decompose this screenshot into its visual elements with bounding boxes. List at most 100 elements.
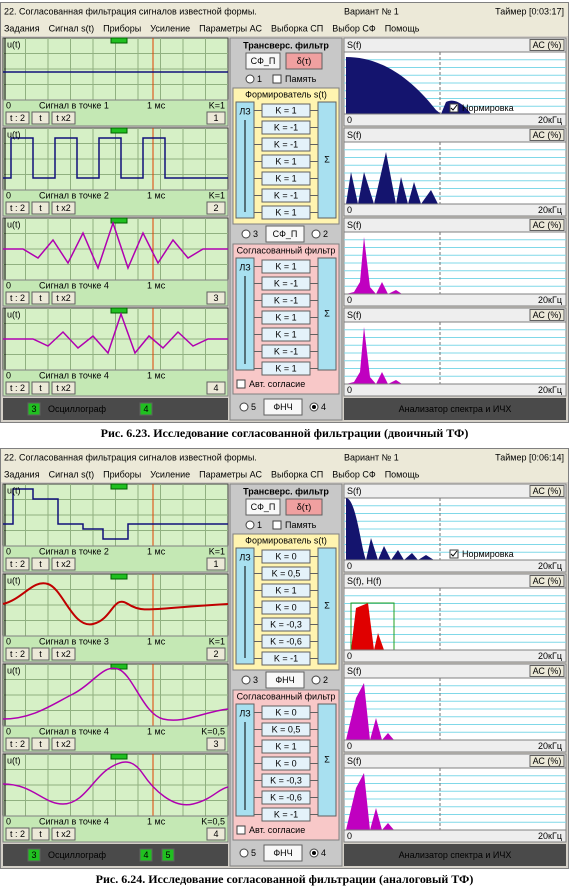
osc-channel[interactable] [161,848,175,862]
gain-button[interactable] [261,790,311,805]
gain-button[interactable] [261,259,311,274]
menu-item[interactable]: Задания [4,469,40,479]
time-button[interactable] [51,201,76,215]
radio[interactable] [311,229,321,239]
gain-button[interactable] [261,154,311,169]
gain-button[interactable] [261,583,311,598]
sf-button[interactable] [245,498,281,516]
sf-button[interactable] [245,52,281,70]
time-button[interactable] [31,291,50,305]
menu-item[interactable]: Параметры АС [199,469,262,479]
gain-button[interactable] [261,756,311,771]
time-button[interactable] [31,381,50,395]
radio[interactable] [241,229,251,239]
checkbox[interactable] [272,520,282,530]
gain-button[interactable] [261,344,311,359]
time-button[interactable] [31,557,50,571]
ac-button[interactable] [529,129,565,141]
menu-item[interactable]: Сигнал s(t) [49,23,95,33]
gain-button[interactable] [261,137,311,152]
lpf-button[interactable] [263,844,303,862]
gain-button[interactable] [261,722,311,737]
middle-button[interactable] [265,225,305,243]
menu-item[interactable]: Усиление [150,23,190,33]
menu-item[interactable]: Выбор СФ [332,23,376,33]
gain-button[interactable] [261,293,311,308]
menu-item[interactable]: Сигнал s(t) [49,469,95,479]
gain-button[interactable] [261,739,311,754]
time-button[interactable] [31,827,50,841]
ac-button[interactable] [529,309,565,321]
osc-channel[interactable] [139,402,153,416]
gain-button[interactable] [261,361,311,376]
ac-button[interactable] [529,755,565,767]
gain-button[interactable] [261,120,311,135]
gain-button[interactable] [261,705,311,720]
channel-button[interactable] [206,827,226,841]
menu-item[interactable]: Приборы [103,469,141,479]
time-button[interactable] [5,381,30,395]
time-button[interactable] [5,201,30,215]
time-button[interactable] [51,647,76,661]
menu-item[interactable]: Усиление [150,469,190,479]
delta-button[interactable] [285,52,323,70]
middle-button[interactable] [265,671,305,689]
checkbox[interactable] [272,74,282,84]
channel-button[interactable] [206,201,226,215]
time-button[interactable] [51,111,76,125]
gain-button[interactable] [261,651,311,666]
gain-button[interactable] [261,171,311,186]
radio[interactable] [311,675,321,685]
gain-button[interactable] [261,205,311,220]
gain-button[interactable] [261,773,311,788]
osc-channel[interactable] [139,848,153,862]
gain-button[interactable] [261,566,311,581]
gain-button[interactable] [261,549,311,564]
menu-item[interactable]: Приборы [103,23,141,33]
time-button[interactable] [31,201,50,215]
osc-channel[interactable] [27,848,41,862]
gain-button[interactable] [261,103,311,118]
channel-button[interactable] [206,557,226,571]
ac-button[interactable] [529,575,565,587]
gain-button[interactable] [261,617,311,632]
radio[interactable] [245,520,255,530]
time-button[interactable] [31,647,50,661]
ac-button[interactable] [529,485,565,497]
time-button[interactable] [51,737,76,751]
time-button[interactable] [5,647,30,661]
checkbox[interactable] [236,379,246,389]
channel-button[interactable] [206,737,226,751]
delta-button[interactable] [285,498,323,516]
time-button[interactable] [51,557,76,571]
menu-item[interactable]: Помощь [385,469,420,479]
time-button[interactable] [5,111,30,125]
radio[interactable] [245,74,255,84]
osc-channel[interactable] [27,402,41,416]
time-button[interactable] [51,381,76,395]
time-button[interactable] [31,737,50,751]
time-button[interactable] [5,291,30,305]
time-button[interactable] [51,291,76,305]
checkbox[interactable] [236,825,246,835]
ac-button[interactable] [529,39,565,51]
gain-button[interactable] [261,327,311,342]
channel-button[interactable] [206,291,226,305]
time-button[interactable] [31,111,50,125]
gain-button[interactable] [261,634,311,649]
menu-item[interactable]: Помощь [385,23,420,33]
gain-button[interactable] [261,276,311,291]
gain-button[interactable] [261,310,311,325]
time-button[interactable] [5,827,30,841]
radio[interactable] [239,848,249,858]
gain-button[interactable] [261,807,311,822]
lpf-button[interactable] [263,398,303,416]
ac-button[interactable] [529,219,565,231]
radio[interactable] [241,675,251,685]
channel-button[interactable] [206,381,226,395]
menu-item[interactable]: Выборка СП [271,23,323,33]
menu-item[interactable]: Выбор СФ [332,469,376,479]
ac-button[interactable] [529,665,565,677]
menu-item[interactable]: Выборка СП [271,469,323,479]
gain-button[interactable] [261,600,311,615]
